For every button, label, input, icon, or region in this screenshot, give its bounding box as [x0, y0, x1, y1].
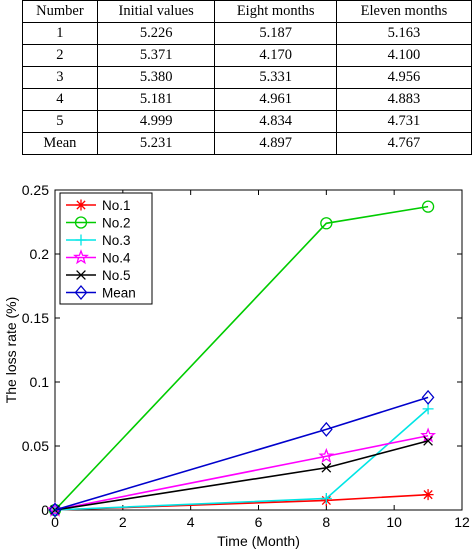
cell-number: 3 — [22, 66, 98, 89]
cell-number: 2 — [22, 44, 98, 67]
y-tick-label: 0.25 — [22, 182, 49, 198]
legend-box — [59, 192, 153, 305]
legend-item: No.5 — [66, 268, 131, 283]
cell-initial: 5.181 — [96, 88, 216, 111]
data-point-marker — [421, 389, 435, 405]
table-row: Mean 5.231 4.897 4.767 — [22, 132, 473, 155]
legend-item: No.2 — [66, 216, 131, 231]
data-point-marker — [321, 462, 332, 473]
series-line — [54, 434, 429, 511]
data-point-marker — [48, 502, 62, 518]
legend-item: No.3 — [66, 233, 131, 248]
cell-initial: 5.226 — [96, 22, 216, 45]
data-point-marker — [421, 200, 435, 213]
cell-initial: 5.380 — [96, 66, 216, 89]
table-row: 4 5.181 4.961 4.883 — [22, 88, 473, 111]
data-point-marker — [320, 492, 332, 504]
legend-label: No.4 — [102, 251, 131, 266]
cell-initial: 4.999 — [96, 110, 216, 133]
legend-item: No.1 — [66, 198, 131, 213]
data-point-marker — [422, 403, 434, 415]
data-point-marker — [422, 489, 434, 501]
table-row: 2 5.371 4.170 4.100 — [22, 44, 473, 67]
x-axis-title: Time (Month) — [217, 533, 300, 549]
series-no-3 — [49, 403, 434, 516]
x-tick-label: 0 — [51, 514, 59, 530]
cell-number: Mean — [22, 132, 98, 155]
legend-item: No.4 — [66, 249, 131, 266]
cell-eight: 4.897 — [214, 132, 337, 155]
loss-rate-chart: 0 2 4 6 8 10 12 0 0.05 0.1 0.15 0.2 0.25 Time (Month… — [3, 182, 470, 549]
cell-initial: 5.371 — [96, 44, 216, 67]
cell-eleven: 4.731 — [335, 110, 473, 133]
legend-marker — [74, 216, 88, 229]
legend-label: No.5 — [102, 268, 131, 283]
data-point-marker — [318, 447, 335, 464]
data-point-marker — [423, 436, 433, 446]
legend-marker — [75, 234, 87, 246]
legend-marker — [75, 199, 87, 211]
cell-eight: 5.331 — [214, 66, 337, 89]
legend-marker — [76, 270, 86, 280]
series-line — [54, 205, 429, 511]
cell-eleven: 4.956 — [335, 66, 473, 89]
y-tick-label: 0.1 — [30, 374, 50, 390]
cell-eight: 4.834 — [214, 110, 337, 133]
x-tick-label: 2 — [119, 514, 127, 530]
legend-label: Mean — [102, 286, 136, 301]
loss-data-table: Number Initial values Eight months Eleve… — [22, 0, 473, 155]
cell-eleven: 4.883 — [335, 88, 473, 111]
axis-ticks: 0 2 4 6 8 10 12 0 0.05 0.1 0.15 0.2 0.25 — [22, 182, 470, 530]
data-table-container: Number Initial values Eight months Eleve… — [22, 0, 473, 155]
data-point-marker — [420, 427, 437, 443]
cell-number: 5 — [22, 110, 98, 133]
y-tick-label: 0 — [41, 502, 49, 518]
header-number: Number — [22, 0, 98, 23]
series-no-4 — [47, 427, 437, 517]
x-tick-label: 4 — [187, 514, 195, 530]
table-row: 3 5.380 5.331 4.956 — [22, 66, 473, 89]
y-tick-label: 0.05 — [22, 438, 49, 454]
legend-label: No.1 — [102, 198, 131, 213]
cell-number: 1 — [22, 22, 98, 45]
cell-initial: 5.231 — [96, 132, 216, 155]
cell-eleven: 5.163 — [335, 22, 473, 45]
chart-legend: No.1 No.2 No.3 No.4 No.5 Mean — [59, 192, 153, 305]
data-point-marker — [320, 217, 333, 230]
series-line — [54, 396, 429, 511]
cell-eight: 4.961 — [214, 88, 337, 111]
x-tick-label: 12 — [454, 514, 470, 530]
data-point-marker — [319, 421, 333, 437]
header-eleven-months: Eleven months — [335, 0, 473, 23]
cell-eight: 4.170 — [214, 44, 337, 67]
table-row: 5 4.999 4.834 4.731 — [22, 110, 473, 133]
table-header-row: Number Initial values Eight months Eleve… — [22, 0, 473, 23]
header-initial-values: Initial values — [96, 0, 216, 23]
x-tick-label: 6 — [255, 514, 263, 530]
series-layer — [47, 200, 437, 518]
y-tick-label: 0.15 — [22, 310, 49, 326]
x-tick-label: 10 — [386, 514, 402, 530]
series-mean — [48, 389, 435, 518]
table-row: 1 5.226 5.187 5.163 — [22, 22, 473, 45]
cell-eight: 5.187 — [214, 22, 337, 45]
legend-marker — [73, 249, 89, 265]
legend-marker — [74, 284, 88, 301]
cell-eleven: 4.100 — [335, 44, 473, 67]
header-eight-months: Eight months — [214, 0, 337, 23]
y-axis-title: The loss rate (%) — [3, 297, 19, 404]
cell-eleven: 4.767 — [335, 132, 473, 155]
legend-label: No.2 — [102, 216, 131, 231]
legend-label: No.3 — [102, 233, 131, 248]
y-tick-label: 0.2 — [30, 246, 50, 262]
x-tick-label: 8 — [322, 514, 330, 530]
legend-item: Mean — [66, 284, 136, 301]
cell-number: 4 — [22, 88, 98, 111]
